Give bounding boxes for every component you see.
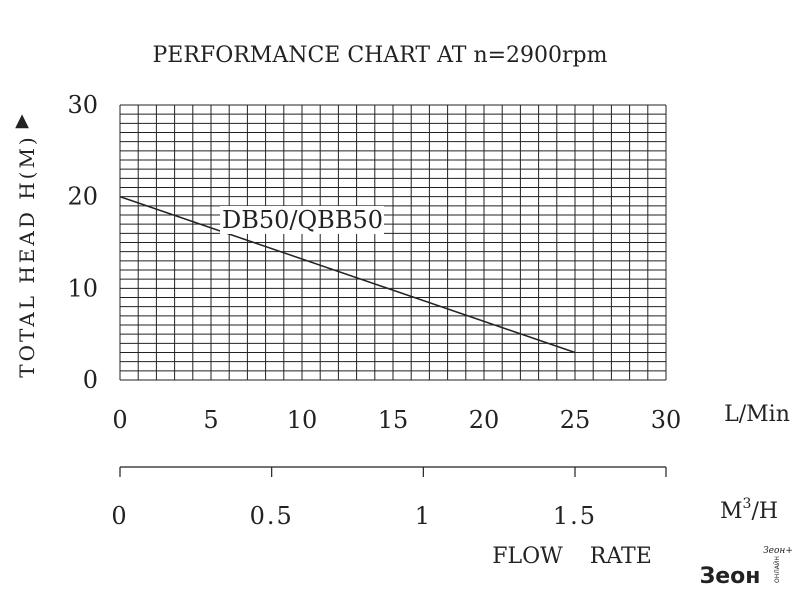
brand-logo: Зеон+ Зеон ОНЛАЙН xyxy=(700,546,793,589)
x-tick-label: 30 xyxy=(651,406,682,434)
y-axis-label: TOTAL HEAD H(M) xyxy=(15,134,39,377)
x2-tick-label: 0 xyxy=(111,502,128,530)
x-axis-title: FLOW RATE xyxy=(492,544,652,569)
series-label-bg xyxy=(220,206,384,234)
x-tick-label: 10 xyxy=(287,406,318,434)
x-tick-label: 5 xyxy=(203,406,218,434)
brand-logo-text: Зеон xyxy=(700,564,761,589)
x-tick-labels: 0 5 10 15 20 25 30 xyxy=(112,406,681,434)
x2-axis-unit-base: M xyxy=(720,499,743,524)
series-label: DB50/QBB50 xyxy=(222,206,383,234)
brand-logo-side: ОНЛАЙН xyxy=(774,556,781,583)
x-tick-label: 0 xyxy=(112,406,127,434)
x2-tick-label: 0.5 xyxy=(250,502,294,530)
x2-axis-unit-sup: 3 xyxy=(743,496,752,512)
y-tick-label: 10 xyxy=(67,274,98,302)
y-tick-label: 20 xyxy=(67,183,98,211)
brand-logo-small: Зеон+ xyxy=(763,546,793,556)
series-line xyxy=(119,195,576,354)
x2-axis-unit: M3/H xyxy=(720,496,778,524)
x-axis-unit: L/Min xyxy=(724,402,790,427)
chart-grid xyxy=(119,104,667,381)
x2-axis-unit-suffix: /H xyxy=(751,499,778,524)
y-tick-labels: 30 20 10 0 xyxy=(67,91,98,394)
y-axis-arrow-icon: ▲ xyxy=(15,110,29,131)
x-tick-label: 20 xyxy=(469,406,500,434)
y-tick-label: 0 xyxy=(83,366,98,394)
chart-title: PERFORMANCE CHART AT n=2900rpm xyxy=(153,43,608,68)
y-tick-label: 30 xyxy=(67,91,98,119)
x2-tick-label: 1 xyxy=(415,502,432,530)
x-tick-label: 15 xyxy=(378,406,409,434)
secondary-x-axis: 0 0.5 1 1.5 xyxy=(111,466,667,530)
x2-tick-label: 1.5 xyxy=(553,502,597,530)
x-tick-label: 25 xyxy=(560,406,591,434)
chart-series: DB50/QBB50 xyxy=(119,195,576,354)
